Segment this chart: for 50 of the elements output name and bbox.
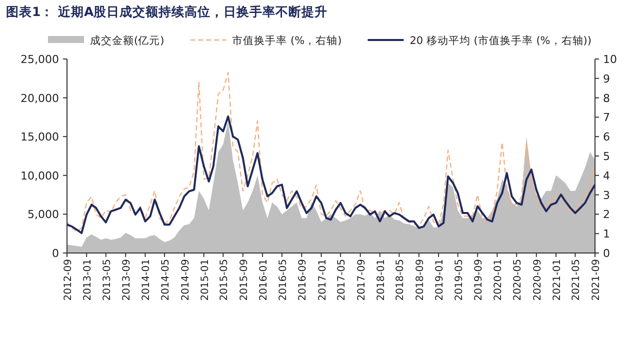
x-tick-label: 2016-01 bbox=[258, 259, 270, 301]
x-tick-label: 2020-01 bbox=[493, 259, 504, 301]
x-tick-label: 2018-09 bbox=[414, 259, 426, 301]
x-tick-label: 2020-09 bbox=[532, 259, 544, 301]
y-tick-label: 0 bbox=[52, 247, 59, 260]
x-tick-label: 2020-05 bbox=[512, 259, 524, 301]
legend-label: 市值换手率 (%，右轴) bbox=[232, 34, 342, 47]
x-tick-label: 2013-09 bbox=[122, 259, 133, 301]
x-tick-label: 2013-05 bbox=[102, 259, 113, 301]
x-tick-label: 2018-01 bbox=[376, 259, 387, 301]
x-tick-label: 2014-09 bbox=[180, 259, 192, 301]
x-tick-label: 2016-09 bbox=[298, 259, 309, 301]
x-tick-label: 2015-05 bbox=[219, 259, 230, 301]
x-tick-label: 2018-05 bbox=[395, 259, 406, 301]
x-tick-label: 2019-09 bbox=[474, 259, 485, 301]
y2-tick-label: 2 bbox=[603, 208, 610, 222]
legend-label: 成交金额(亿元) bbox=[90, 34, 164, 47]
y2-tick-label: 9 bbox=[603, 72, 610, 86]
x-tick-label: 2019-01 bbox=[434, 259, 446, 301]
y2-tick-label: 1 bbox=[603, 228, 610, 241]
y-tick-label: 15,000 bbox=[20, 130, 59, 144]
x-tick-label: 2019-05 bbox=[454, 259, 465, 301]
y-tick-label: 10,000 bbox=[20, 169, 59, 182]
y2-tick-label: 4 bbox=[603, 169, 610, 182]
y-tick-label: 25,000 bbox=[20, 53, 59, 66]
x-tick-label: 2017-09 bbox=[356, 259, 368, 301]
x-tick-label: 2016-05 bbox=[278, 259, 289, 301]
x-tick-label: 2017-05 bbox=[336, 259, 348, 301]
y2-tick-label: 3 bbox=[603, 188, 610, 202]
y2-tick-label: 0 bbox=[603, 247, 610, 260]
x-tick-label: 2015-09 bbox=[238, 259, 250, 301]
x-tick-label: 2015-01 bbox=[200, 259, 211, 301]
x-tick-label: 2021-09 bbox=[591, 259, 602, 301]
x-tick-label: 2021-05 bbox=[571, 259, 582, 301]
y-tick-label: 5,000 bbox=[28, 208, 59, 222]
x-tick-label: 2012-09 bbox=[63, 259, 74, 301]
line-series bbox=[66, 115, 596, 234]
x-tick-label: 2014-05 bbox=[160, 259, 172, 301]
x-tick-label: 2014-01 bbox=[141, 259, 152, 301]
y2-tick-label: 10 bbox=[603, 53, 617, 66]
y2-tick-label: 5 bbox=[603, 150, 610, 163]
y2-tick-label: 7 bbox=[603, 111, 610, 124]
legend-label: 20 移动平均 (市值换手率 (%，右轴)) bbox=[410, 34, 592, 47]
chart-title: 图表1： 近期A股日成交额持续高位，日换手率不断提升 bbox=[6, 4, 328, 19]
y2-tick-label: 6 bbox=[603, 130, 610, 144]
y2-tick-label: 8 bbox=[603, 92, 610, 105]
x-tick-label: 2013-01 bbox=[82, 259, 94, 301]
y-tick-label: 20,000 bbox=[20, 92, 59, 105]
x-tick-label: 2017-01 bbox=[317, 259, 328, 301]
x-tick-label: 2021-01 bbox=[552, 259, 563, 301]
